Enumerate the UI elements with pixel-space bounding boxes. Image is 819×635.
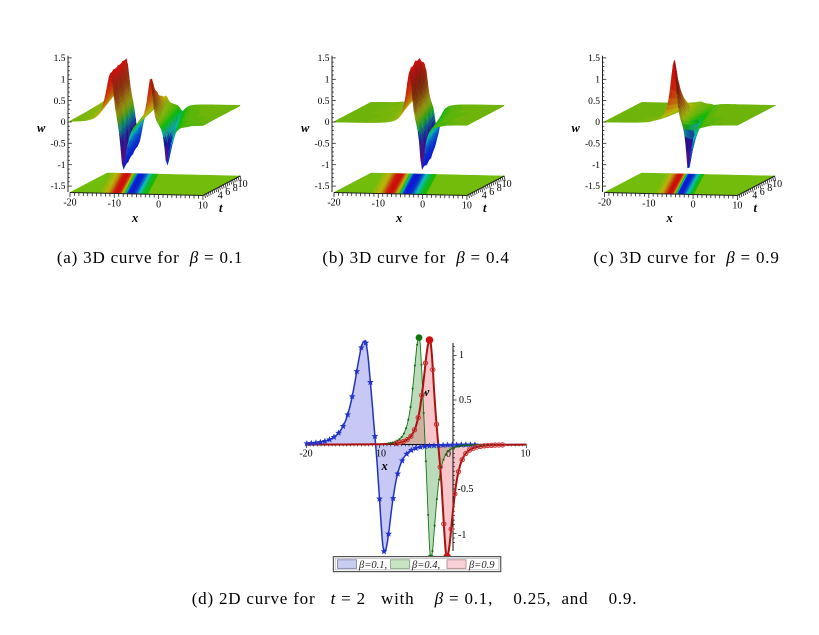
svg-text:1.5: 1.5: [54, 54, 66, 64]
svg-text:-1: -1: [592, 161, 600, 171]
svg-text:-1: -1: [458, 530, 466, 541]
svg-text:β=0.1,: β=0.1,: [358, 560, 387, 571]
svg-text:0: 0: [61, 118, 66, 128]
svg-text:w: w: [572, 121, 581, 135]
svg-text:10: 10: [502, 179, 512, 190]
svg-text:0.5: 0.5: [54, 97, 66, 107]
svg-text:t: t: [754, 201, 758, 215]
svg-text:-0.5: -0.5: [585, 140, 600, 150]
svg-text:x: x: [381, 459, 388, 473]
svg-text:10: 10: [198, 201, 208, 212]
svg-text:w: w: [301, 121, 310, 135]
svg-text:(b) 3D curve for β = 0.4: (b) 3D curve for β = 0.4: [322, 248, 509, 267]
svg-text:10: 10: [732, 201, 742, 212]
svg-text:0: 0: [156, 200, 161, 211]
svg-text:-0.5: -0.5: [314, 140, 329, 150]
svg-text:-20: -20: [63, 198, 76, 209]
svg-text:1.5: 1.5: [318, 54, 330, 64]
svg-text:-20: -20: [327, 198, 340, 209]
svg-text:t: t: [219, 201, 223, 215]
svg-text:-20: -20: [299, 449, 312, 460]
svg-text:8: 8: [767, 183, 772, 194]
svg-text:(d) 2D curve for t = 2 wit: (d) 2D curve for t = 2 with β = 0.1, 0.2…: [192, 589, 638, 608]
svg-text:10: 10: [772, 179, 782, 190]
svg-text:β=0.4,: β=0.4,: [411, 560, 440, 571]
svg-text:6: 6: [225, 187, 230, 198]
svg-text:x: x: [131, 211, 138, 225]
svg-text:0: 0: [595, 118, 600, 128]
svg-text:4: 4: [752, 191, 757, 202]
svg-text:-1.5: -1.5: [314, 182, 329, 192]
svg-text:-10: -10: [372, 199, 385, 210]
svg-text:x: x: [666, 211, 673, 225]
svg-text:10: 10: [376, 449, 386, 460]
svg-text:4: 4: [482, 191, 487, 202]
svg-text:-10: -10: [642, 199, 655, 210]
svg-text:0.5: 0.5: [588, 97, 600, 107]
svg-text:t: t: [483, 201, 487, 215]
svg-text:1: 1: [595, 76, 600, 86]
svg-text:0.5: 0.5: [459, 395, 472, 406]
svg-text:1: 1: [459, 350, 464, 361]
svg-text:8: 8: [497, 183, 502, 194]
svg-text:-10: -10: [108, 199, 121, 210]
svg-text:0: 0: [691, 200, 696, 211]
svg-text:-1.5: -1.5: [585, 182, 600, 192]
svg-text:1: 1: [325, 76, 330, 86]
svg-text:0: 0: [325, 118, 330, 128]
svg-text:10: 10: [462, 201, 472, 212]
svg-text:x: x: [395, 211, 402, 225]
svg-text:β=0.9: β=0.9: [468, 560, 495, 571]
svg-text:1: 1: [61, 76, 66, 86]
svg-text:4: 4: [218, 191, 223, 202]
svg-text:-1: -1: [58, 161, 66, 171]
svg-text:6: 6: [760, 187, 765, 198]
svg-text:1.5: 1.5: [588, 54, 600, 64]
svg-text:10: 10: [521, 449, 531, 460]
svg-text:-20: -20: [598, 198, 611, 209]
svg-text:-1.5: -1.5: [50, 182, 65, 192]
svg-text:8: 8: [233, 183, 238, 194]
svg-text:0: 0: [420, 200, 425, 211]
svg-text:-0.5: -0.5: [458, 484, 474, 495]
svg-text:0: 0: [446, 449, 451, 460]
svg-text:(c) 3D curve for β = 0.9: (c) 3D curve for β = 0.9: [593, 248, 779, 267]
svg-text:-1: -1: [322, 161, 330, 171]
svg-text:w: w: [421, 385, 430, 399]
svg-text:w: w: [37, 121, 46, 135]
svg-text:-0.5: -0.5: [50, 140, 65, 150]
svg-text:6: 6: [489, 187, 494, 198]
svg-text:10: 10: [238, 179, 248, 190]
svg-text:(a) 3D curve for β = 0.1: (a) 3D curve for β = 0.1: [57, 248, 243, 267]
svg-text:0.5: 0.5: [318, 97, 330, 107]
